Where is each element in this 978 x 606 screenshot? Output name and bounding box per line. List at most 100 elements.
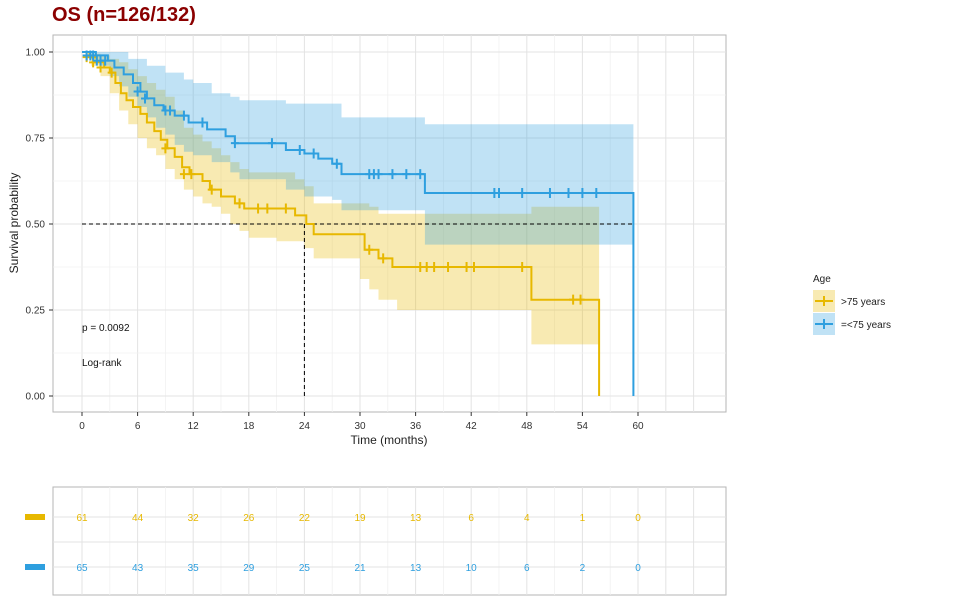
risk-count: 0 — [635, 513, 641, 524]
risk-count: 29 — [243, 563, 255, 574]
risk-count: 6 — [468, 513, 474, 524]
censor-mark — [89, 50, 98, 61]
censor-mark — [444, 262, 453, 272]
censor-mark — [198, 117, 207, 128]
censor-mark — [416, 169, 425, 180]
censor-mark — [166, 105, 175, 116]
y-tick-label: 0.50 — [26, 220, 46, 231]
censor-mark — [179, 169, 188, 180]
censor-mark — [564, 188, 573, 199]
risk-table-grid — [53, 487, 726, 595]
censor-mark — [107, 67, 116, 78]
censor-mark — [254, 203, 263, 214]
risk-count: 44 — [132, 513, 144, 524]
censor-mark — [281, 203, 290, 214]
censor-mark — [379, 253, 388, 264]
risk-count: 0 — [635, 563, 641, 574]
censor-mark — [374, 169, 383, 180]
risk-count: 19 — [354, 513, 366, 524]
censor-mark — [235, 198, 244, 209]
legend-label: =<75 years — [841, 320, 891, 331]
x-tick-label: 0 — [79, 421, 85, 432]
risk-count: 65 — [76, 563, 88, 574]
legend-title: Age — [813, 274, 831, 285]
censor-mark — [518, 262, 527, 272]
y-tick-label: 0.00 — [26, 392, 46, 403]
survival-curve-under75 — [82, 51, 635, 396]
test-method-annotation: Log-rank — [82, 358, 122, 369]
censor-mark — [422, 262, 431, 272]
censor-mark — [469, 262, 478, 272]
y-tick-label: 0.25 — [26, 306, 46, 317]
censor-mark — [179, 110, 188, 121]
censor-mark — [187, 169, 196, 180]
risk-count: 13 — [410, 513, 422, 524]
risk-count: 1 — [580, 513, 586, 524]
censor-mark — [295, 145, 304, 156]
censor-mark — [101, 55, 110, 66]
legend: Age >75 years =<75 years — [813, 274, 891, 335]
x-tick-label: 30 — [354, 421, 366, 432]
x-tick-label: 12 — [188, 421, 200, 432]
x-tick-label: 6 — [135, 421, 141, 432]
risk-count: 2 — [580, 563, 586, 574]
risk-count: 6 — [524, 563, 530, 574]
ci-band-over75 — [82, 52, 600, 345]
x-axis-title: Time (months) — [351, 433, 428, 447]
risk-row-key — [25, 514, 45, 520]
survival-curve-over75 — [82, 51, 601, 396]
y-tick-label: 0.75 — [26, 134, 46, 145]
risk-count: 43 — [132, 563, 144, 574]
censor-mark — [161, 143, 170, 154]
x-tick-label: 36 — [410, 421, 422, 432]
legend-item-over75: >75 years — [813, 290, 885, 312]
x-tick-label: 54 — [577, 421, 589, 432]
x-tick-label: 48 — [521, 421, 533, 432]
legend-label: >75 years — [841, 297, 885, 308]
censor-mark — [207, 184, 216, 195]
censor-mark — [462, 262, 471, 272]
censor-mark — [133, 86, 142, 97]
x-tick-label: 60 — [632, 421, 644, 432]
x-axis-ticks: 0 6 12 18 24 30 36 42 48 54 60 — [79, 412, 644, 432]
risk-count: 35 — [188, 563, 200, 574]
censor-mark — [332, 158, 341, 169]
censor-mark — [578, 188, 587, 199]
censor-mark — [365, 244, 374, 255]
p-value-annotation: p = 0.0092 — [82, 323, 130, 334]
censor-mark — [495, 188, 503, 199]
survival-curves — [82, 51, 635, 396]
risk-count: 32 — [188, 513, 200, 524]
confidence-bands — [82, 52, 634, 345]
y-axis-ticks: 0.00 0.25 0.50 0.75 1.00 — [26, 48, 53, 403]
legend-item-under75: =<75 years — [813, 313, 891, 335]
risk-count: 61 — [76, 513, 88, 524]
censor-mark — [518, 188, 527, 199]
risk-count: 4 — [524, 513, 530, 524]
risk-count: 13 — [410, 563, 422, 574]
x-tick-label: 24 — [299, 421, 311, 432]
risk-count: 22 — [299, 513, 311, 524]
censor-mark — [230, 138, 239, 149]
x-tick-label: 18 — [243, 421, 255, 432]
censor-mark — [141, 93, 150, 104]
censor-mark — [402, 169, 411, 180]
risk-table: 61 44 32 26 22 19 13 6 4 1 065 43 35 29 25 21 13 10 6 2 0 — [25, 513, 641, 574]
censor-mark — [545, 188, 554, 199]
risk-count: 26 — [243, 513, 255, 524]
ci-band-under75 — [82, 52, 634, 245]
censor-mark — [576, 294, 585, 305]
risk-count: 10 — [466, 563, 478, 574]
risk-table-panel — [52, 486, 727, 596]
censor-mark — [263, 203, 272, 214]
censor-mark — [267, 138, 276, 149]
risk-count: 21 — [354, 563, 366, 574]
y-axis-title: Survival probability — [7, 173, 21, 274]
censor-mark — [569, 294, 578, 305]
y-tick-label: 1.00 — [26, 48, 46, 59]
x-tick-label: 42 — [466, 421, 478, 432]
chart-title: OS (n=126/132) — [52, 4, 196, 26]
censor-mark — [309, 148, 318, 159]
risk-count: 25 — [299, 563, 311, 574]
